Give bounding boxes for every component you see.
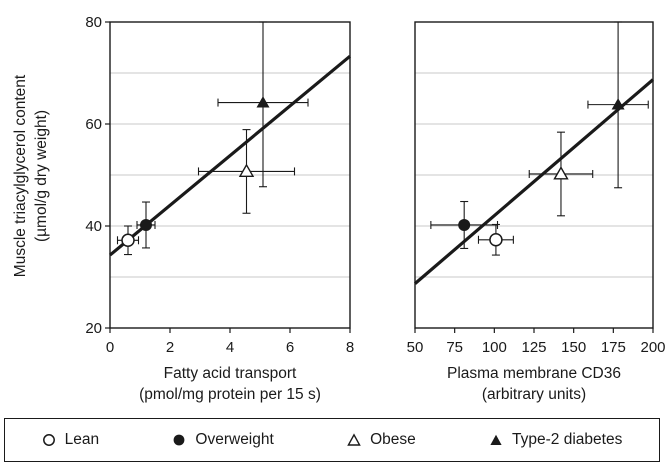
legend-label-lean: Lean xyxy=(64,431,100,448)
left-panel-chart: 0 2 4 6 8 20 40 60 80 Fatty acid transport (pmol/m… xyxy=(85,14,354,403)
x-tick-label: 75 xyxy=(446,339,463,356)
y-axis-label-line-2: (µmol/g dry weight) xyxy=(33,110,50,242)
x-tick-label: 175 xyxy=(601,339,626,356)
data-point-obese xyxy=(553,166,569,180)
legend-item-lean: Lean xyxy=(42,431,99,449)
x-tick-label: 4 xyxy=(226,339,234,356)
legend-label-type-2-diabetes: Type-2 diabetes xyxy=(512,431,623,448)
y-tick-label: 20 xyxy=(85,320,102,337)
x-axis-label-line-1: Fatty acid transport xyxy=(164,365,297,382)
right-panel-chart: 50 75 100 125 150 175 200 Plasma membrane CD36 (… xyxy=(407,21,666,403)
legend-label-overweight: Overweight xyxy=(195,431,274,448)
x-axis-label-line-2: (pmol/mg protein per 15 s) xyxy=(139,386,321,403)
x-tick-label: 50 xyxy=(407,339,424,356)
x-tick-label: 6 xyxy=(286,339,294,356)
regression-line xyxy=(413,78,655,285)
filled-circle-icon xyxy=(174,434,185,446)
x-tick-label: 0 xyxy=(106,339,114,356)
data-point-obese xyxy=(238,163,255,178)
legend-item-obese: Obese xyxy=(347,431,416,449)
open-circle-icon xyxy=(42,434,55,446)
y-tick-label: 60 xyxy=(85,116,102,133)
y-tick-label: 80 xyxy=(85,14,102,31)
y-axis-label: Muscle triacylglycerol content (µmol/g d… xyxy=(12,74,50,277)
data-point-overweight xyxy=(458,218,471,231)
legend-item-type-2-diabetes: Type-2 diabetes xyxy=(489,431,622,449)
data-point-lean xyxy=(489,233,503,247)
data-point-type-2-diabetes xyxy=(256,96,270,108)
figure: Muscle triacylglycerol content (µmol/g d… xyxy=(12,14,666,403)
filled-triangle-icon xyxy=(490,434,502,445)
open-triangle-icon xyxy=(347,433,361,446)
x-axis-label-line-1: Plasma membrane CD36 xyxy=(447,365,621,382)
data-point-type-2-diabetes xyxy=(611,98,625,110)
x-tick-label: 150 xyxy=(561,339,586,356)
x-tick-label: 2 xyxy=(166,339,174,356)
x-tick-label: 125 xyxy=(521,339,546,356)
x-axis-label-line-2: (arbitrary units) xyxy=(482,386,586,403)
x-tick-label: 100 xyxy=(482,339,507,356)
x-tick-label: 8 xyxy=(346,339,354,356)
y-axis-label-line-1: Muscle triacylglycerol content xyxy=(12,74,29,277)
data-point-overweight xyxy=(140,218,152,231)
legend-item-overweight: Overweight xyxy=(172,431,274,449)
data-point-lean xyxy=(121,233,135,248)
legend: Lean Overweight Obese Type-2 diabetes xyxy=(4,418,660,462)
x-tick-label: 200 xyxy=(640,339,665,356)
y-tick-label: 40 xyxy=(85,218,102,235)
legend-label-obese: Obese xyxy=(370,431,416,448)
